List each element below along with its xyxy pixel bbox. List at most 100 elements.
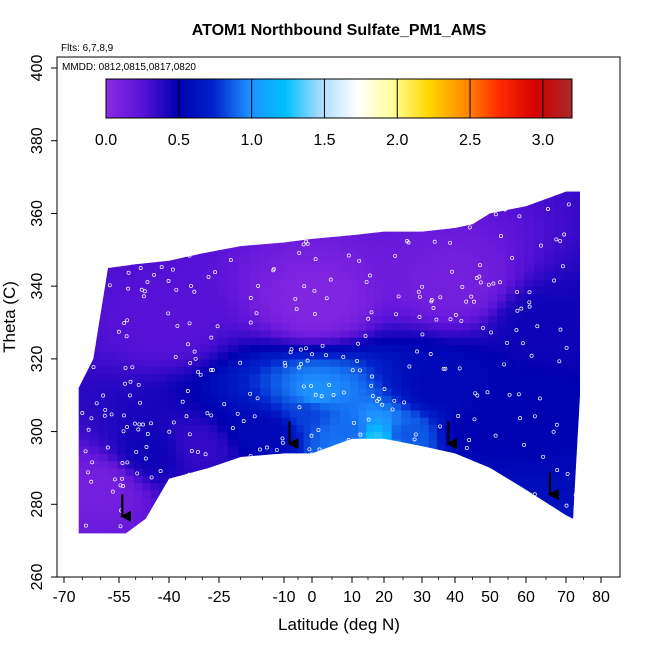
sample-point-230 xyxy=(403,528,408,533)
field-cell-1806 xyxy=(391,228,402,236)
field-cell-1210 xyxy=(289,286,298,294)
field-cell-2109 xyxy=(453,518,463,527)
field-cell-1473 xyxy=(340,511,351,520)
field-cell-978 xyxy=(238,191,250,200)
field-cell-1268 xyxy=(296,220,305,229)
field-cell-217 xyxy=(108,380,118,389)
colorbar-swatch-26 xyxy=(181,79,186,118)
field-cell-2549 xyxy=(534,526,545,534)
field-cell-465 xyxy=(150,358,160,367)
field-cell-2321 xyxy=(488,402,498,411)
field-cell-1048 xyxy=(260,395,272,404)
field-cell-1962 xyxy=(428,518,438,527)
sample-point-172 xyxy=(86,427,91,432)
field-cell-2302 xyxy=(479,191,489,193)
field-cell-593 xyxy=(175,497,185,505)
field-cell-8 xyxy=(78,475,82,484)
field-cell-2576 xyxy=(534,329,545,338)
field-cell-887 xyxy=(227,497,240,505)
colorbar-swatch-152 xyxy=(548,79,553,118)
field-cell-1674 xyxy=(374,475,383,484)
sample-point-195 xyxy=(305,241,310,246)
field-cell-2067 xyxy=(445,467,454,476)
field-cell-1005 xyxy=(249,351,261,360)
colorbar-swatch-153 xyxy=(551,79,555,118)
sample-point-58 xyxy=(346,253,351,258)
field-cell-48 xyxy=(78,191,82,193)
field-cell-1463 xyxy=(330,228,341,236)
field-cell-67 xyxy=(80,402,91,411)
sample-point-206 xyxy=(298,347,303,352)
sample-point-22 xyxy=(191,235,196,240)
sample-point-249 xyxy=(472,417,477,422)
sample-point-379 xyxy=(532,414,537,419)
field-cell-2133 xyxy=(453,344,463,353)
field-cell-1790 xyxy=(391,344,402,353)
field-cell-2667 xyxy=(554,380,565,389)
field-cell-2222 xyxy=(470,409,481,418)
field-cell-1776 xyxy=(391,446,402,454)
field-cell-459 xyxy=(150,402,160,411)
field-cell-136 xyxy=(89,257,100,265)
field-cell-28 xyxy=(78,329,82,338)
field-cell-2376 xyxy=(497,358,507,367)
field-cell-2745 xyxy=(573,526,580,534)
field-cell-1849 xyxy=(401,271,412,280)
sample-point-173 xyxy=(382,510,387,515)
field-cell-1198 xyxy=(289,373,298,382)
field-cell-729 xyxy=(192,220,202,229)
field-cell-1990 xyxy=(428,315,438,324)
field-cell-1212 xyxy=(289,271,298,280)
field-cell-355 xyxy=(134,446,143,454)
field-cell-340 xyxy=(125,198,135,207)
sample-point-348 xyxy=(386,446,391,451)
sample-point-85 xyxy=(516,392,521,397)
colorbar-swatch-123 xyxy=(464,79,468,118)
field-cell-197 xyxy=(108,526,118,534)
field-cell-179 xyxy=(98,300,109,309)
field-cell-1321 xyxy=(303,191,312,200)
field-cell-1294 xyxy=(303,387,312,396)
sample-point-363 xyxy=(457,366,462,371)
field-cell-2512 xyxy=(524,438,535,447)
field-cell-130 xyxy=(89,300,100,309)
field-cell-2054 xyxy=(436,206,446,215)
field-cell-315 xyxy=(125,380,135,389)
field-cell-1343 xyxy=(310,387,321,396)
field-cell-1518 xyxy=(340,191,351,193)
field-cell-1015 xyxy=(249,278,261,287)
field-cell-571 xyxy=(167,300,177,309)
field-cell-2710 xyxy=(564,424,574,433)
field-cell-2145 xyxy=(453,257,463,265)
field-cell-704 xyxy=(192,402,202,411)
sample-point-411 xyxy=(477,274,482,279)
sample-point-119 xyxy=(276,520,280,525)
sample-point-216 xyxy=(159,265,164,270)
field-cell-2044 xyxy=(436,278,446,287)
field-cell-1382 xyxy=(320,460,331,469)
field-cell-1409 xyxy=(320,264,331,273)
field-cell-4 xyxy=(78,504,82,513)
field-cell-862 xyxy=(217,322,229,331)
field-cell-291 xyxy=(117,198,127,207)
sample-point-307 xyxy=(293,229,298,234)
field-cell-1845 xyxy=(401,300,412,309)
field-cell-2189 xyxy=(462,293,472,302)
field-cell-2514 xyxy=(524,424,535,433)
colorbar-swatch-97 xyxy=(388,79,392,118)
field-cell-2434 xyxy=(506,293,516,302)
field-cell-1219 xyxy=(289,220,298,229)
x-tick-label-13: 80 xyxy=(592,589,610,606)
field-cell-1567 xyxy=(350,191,359,193)
field-cell-212 xyxy=(108,417,118,425)
field-cell-292 xyxy=(117,191,127,200)
field-cell-1245 xyxy=(296,387,305,396)
field-cell-768 xyxy=(200,293,210,302)
field-cell-344 xyxy=(134,526,143,534)
field-cell-1953 xyxy=(420,228,430,236)
sample-point-131 xyxy=(370,208,375,213)
sample-point-1 xyxy=(134,449,139,454)
field-cell-2718 xyxy=(564,366,574,374)
field-cell-628 xyxy=(175,242,185,251)
colorbar-swatch-119 xyxy=(452,79,456,118)
